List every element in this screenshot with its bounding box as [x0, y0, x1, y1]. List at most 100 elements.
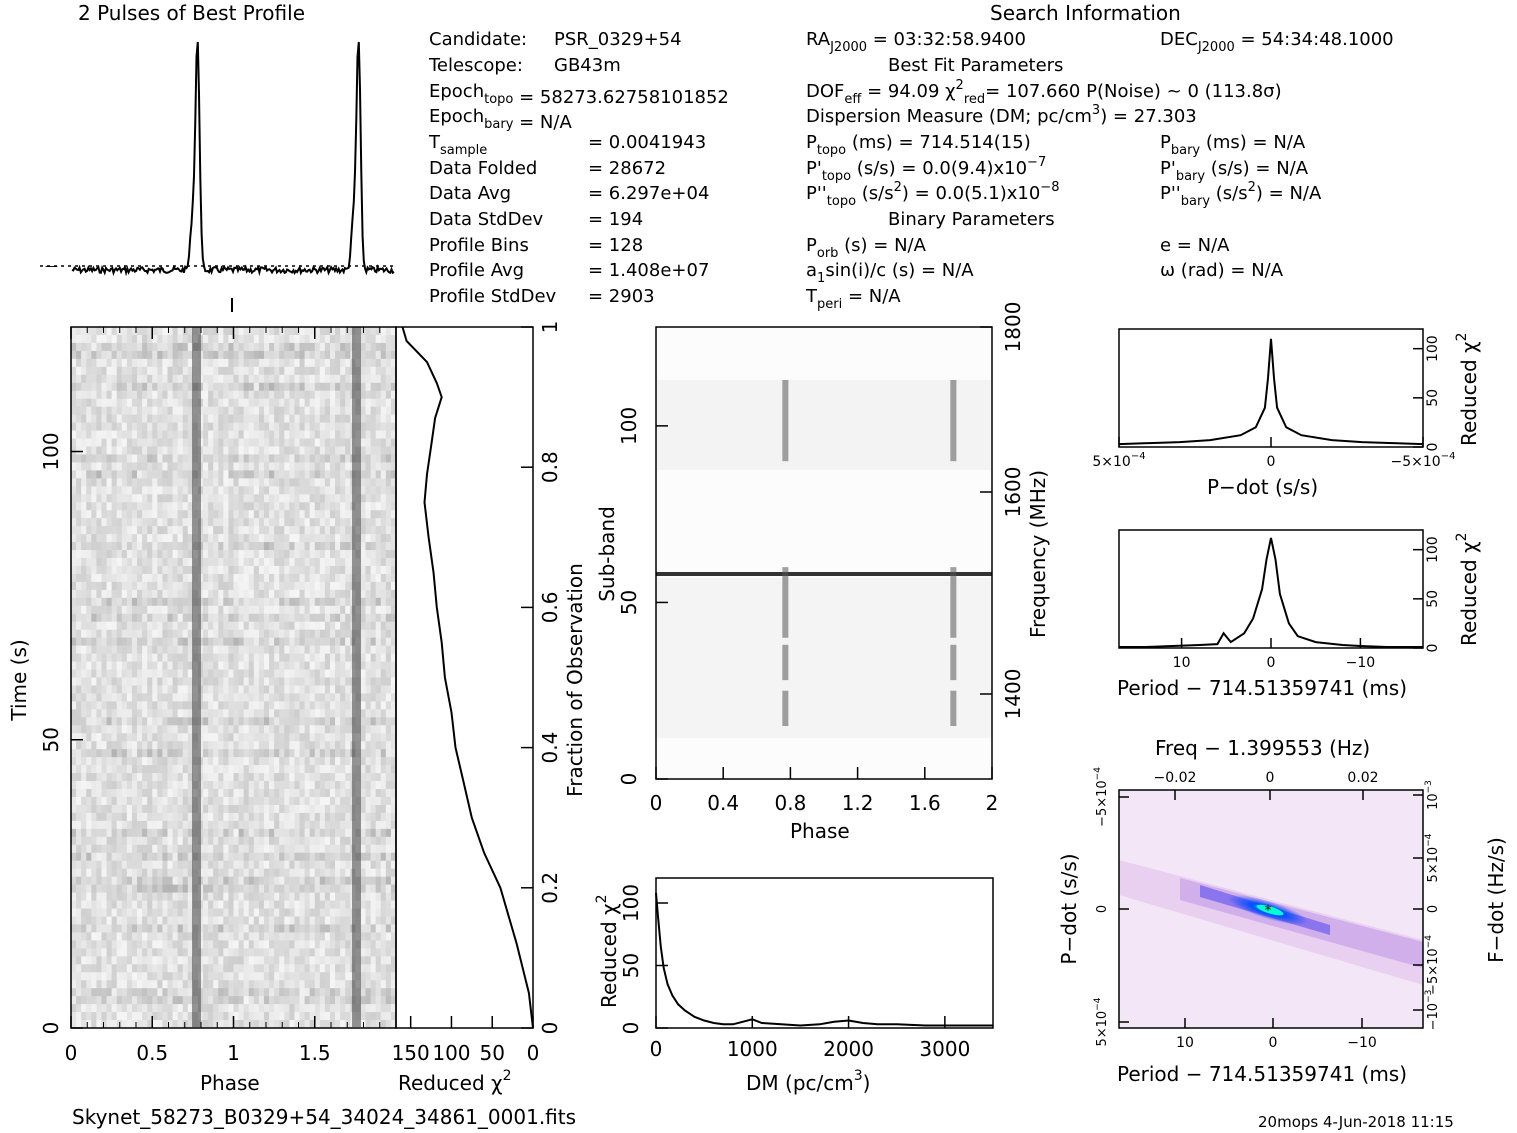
ppdot-ylabel: P−dot (s/s) [1057, 853, 1081, 964]
info-row: P'topo (s/s) = 0.0(9.4)x10−7 [806, 155, 1046, 184]
dm-curve [655, 892, 993, 1027]
pulse-streak [782, 690, 789, 727]
pulse-streak [950, 379, 957, 462]
dm-y-ticks: 0 50 100 [619, 884, 668, 1034]
x-tick-label: 100 [432, 1041, 470, 1065]
ppdot-top-ticks: −0.02 0 0.02 [1154, 770, 1379, 800]
period-ylabel: Reduced χ2 [1454, 532, 1481, 646]
info-row: Ptopo (ms) = 714.514(15) [806, 132, 1031, 158]
info-left-row: Profile Bins [429, 235, 529, 256]
ppdot-xlabel: Period − 714.51359741 (ms) [1117, 1062, 1407, 1086]
info-left-value: = 28672 [588, 158, 666, 179]
footer-stamp: 20mops 4-Jun-2018 11:15 [1258, 1113, 1454, 1131]
fdot-tick-label: 5×10−4 [1424, 833, 1441, 882]
y-tick-label: 50 [1425, 389, 1441, 407]
top-tick-label: −0.02 [1154, 770, 1197, 786]
info-row: P'bary (s/s) = N/A [1160, 158, 1309, 184]
x-tick-label: 0 [1267, 454, 1276, 470]
ppdot-best-marker: * [1265, 903, 1272, 919]
freq-label: Freq − 1.399553 (Hz) [1155, 736, 1370, 760]
chi2-time-curve [401, 326, 534, 1029]
info-right-column: DECJ2000 = 54:34:48.1000 Pbary (ms) = N/A… [1160, 29, 1394, 281]
dm-x-ticks: 0 1000 2000 3000 [650, 1016, 970, 1061]
info-row: Porb (s) = N/A [806, 235, 927, 261]
x-tick-label: 10 [1173, 655, 1191, 671]
pdot-y-ticks: 0 50 100 [1413, 335, 1441, 451]
x-tick-label: 1000 [727, 1037, 778, 1061]
subband-rfi-line [656, 572, 992, 576]
info-left-row: Profile StdDev [429, 286, 557, 307]
binary-params-title: Binary Parameters [888, 209, 1055, 230]
fraction-tick-label: 1 [538, 321, 562, 334]
subband-pulse-streaks [782, 379, 957, 727]
info-left-value: GB43m [554, 55, 621, 76]
info-row: RAJ2000 = 03:32:58.9400 [806, 29, 1026, 55]
fraction-tick-label: 0.8 [538, 451, 562, 483]
y-tick-label: 0 [1425, 443, 1441, 452]
x-tick-label: 0 [65, 1041, 78, 1065]
fdot-label: F−dot (Hz/s) [1484, 837, 1508, 963]
profile-error-mark: — [45, 259, 58, 274]
info-left-value: = 128 [588, 235, 643, 256]
y-tick-label: −5×10−4 [1093, 767, 1110, 827]
profile-title: 2 Pulses of Best Profile [78, 1, 305, 25]
x-tick-label: 150 [392, 1041, 430, 1065]
y-tick-label: 100 [1425, 335, 1441, 362]
y-tick-label: 100 [619, 884, 643, 922]
y-tick-label: 100 [1425, 536, 1441, 563]
frequency-tick-label: 1400 [1001, 669, 1025, 720]
ppdot-x-ticks: 10 0 −10 [1176, 1018, 1377, 1051]
x-tick-label: 10 [1176, 1035, 1194, 1051]
info-row: e = N/A [1160, 235, 1230, 256]
time-phase-pulse-1 [192, 327, 201, 1027]
info-left-row: Epochtopo = 58273.62758101852 [429, 81, 729, 108]
y-tick-label: 100 [617, 407, 641, 445]
info-row: a1sin(i)/c (s) = N/A [806, 260, 974, 286]
x-tick-label: 5×10−4 [1092, 451, 1145, 470]
x-tick-label: 1.5 [299, 1041, 331, 1065]
time-phase-ylabel: Time (s) [7, 639, 31, 721]
period-x-ticks: 10 0 −10 [1173, 638, 1376, 671]
x-tick-label: 1 [227, 1041, 240, 1065]
fraction-tick-label: 0.2 [538, 872, 562, 904]
time-phase-heatmap [71, 327, 397, 1029]
pdot-xlabel: P−dot (s/s) [1207, 475, 1318, 499]
fdot-tick-label: −5×10−4 [1424, 935, 1441, 995]
info-row: P''topo (s/s2) = 0.0(5.1)x10−8 [806, 180, 1059, 209]
fraction-label: Fraction of Observation [563, 563, 587, 797]
info-left-value: PSR_0329+54 [554, 29, 682, 50]
x-tick-label: 0 [1267, 655, 1276, 671]
x-tick-label: 0.8 [774, 791, 806, 815]
y-tick-label: 5×10−4 [1093, 997, 1110, 1046]
x-tick-label: −10 [1346, 655, 1376, 671]
pulse-streak [950, 644, 957, 681]
x-tick-label: 50 [479, 1041, 504, 1065]
time-phase-panel: 0 0.5 1 1.5 0 50 100 Phase Time (s) [7, 326, 397, 1095]
fraction-tick-label: 0 [538, 1022, 562, 1035]
fdot-tick-label: 10−3 [1424, 780, 1441, 810]
x-tick-label: 2000 [823, 1037, 874, 1061]
period-xlabel: Period − 714.51359741 (ms) [1117, 676, 1407, 700]
pdot-x-ticks: 5×10−4 0 −5×10−4 [1092, 437, 1455, 470]
y-tick-label: 0 [617, 773, 641, 786]
footer-filename: Skynet_58273_B0329+54_34024_34861_0001.f… [72, 1105, 576, 1129]
x-tick-label: 1.2 [842, 791, 874, 815]
info-middle-column: RAJ2000 = 03:32:58.9400 DOFeff = 94.09 χ2… [805, 29, 1282, 312]
x-tick-label: 2 [986, 791, 999, 815]
info-left-row: Epochbary = N/A [429, 106, 572, 133]
info-left-row: Data Avg [429, 183, 511, 204]
info-left-row: Data StdDev [429, 209, 544, 230]
fraction-tick-label: 0.6 [538, 591, 562, 623]
chi2-time-panel: 150 100 50 0 0 0.2 0.4 0.6 0.8 1 Reduced χ2 Frac… [392, 321, 587, 1095]
info-left-value: = 6.297e+04 [588, 183, 709, 204]
subband-x-ticks: 0 0.4 0.8 1.2 1.6 2 [650, 767, 999, 815]
frequency-ticks: 1400 1600 1800 [980, 302, 1025, 720]
y-tick-label: 50 [1425, 590, 1441, 608]
info-left-value: = 0.0041943 [588, 132, 706, 153]
x-tick-label: 0 [650, 1037, 663, 1061]
y-tick-label: 0 [1425, 644, 1441, 653]
info-row: Tperi = N/A [805, 286, 901, 312]
subband-ylabel: Sub-band [595, 506, 619, 602]
